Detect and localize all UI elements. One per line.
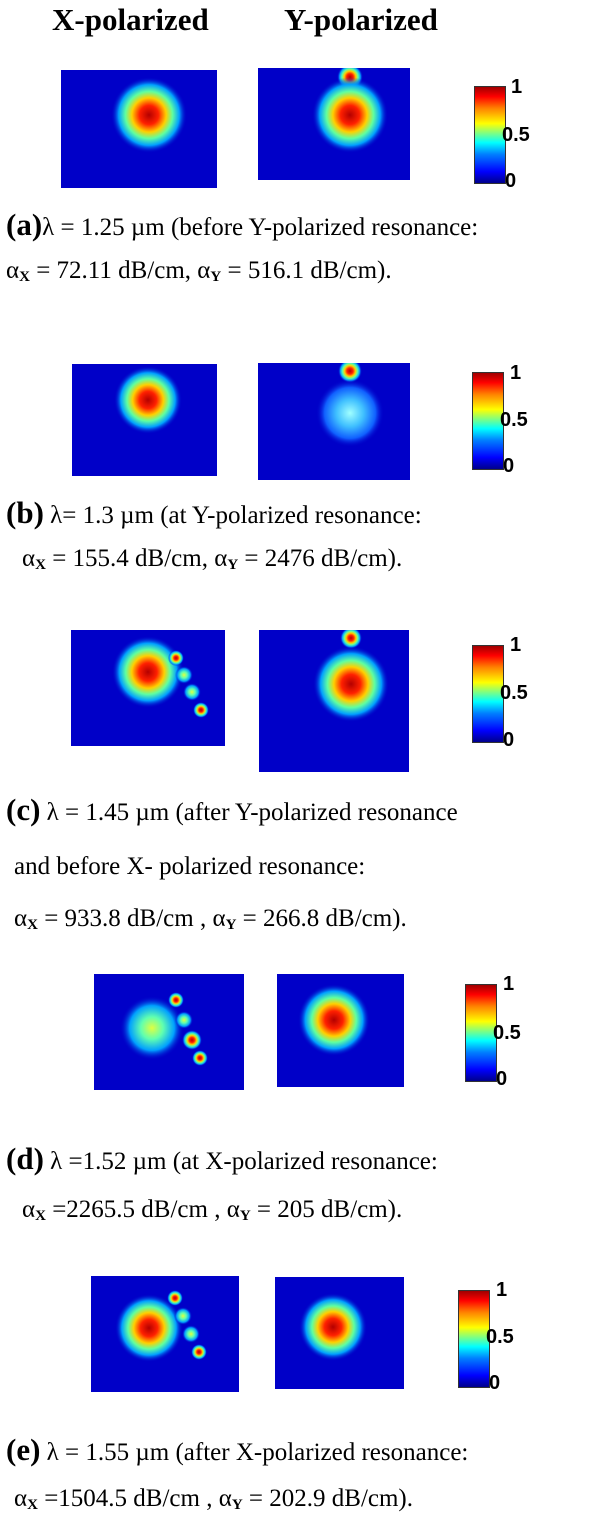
panel-e-colorbar	[458, 1290, 490, 1388]
panel-a-y-field	[258, 68, 410, 180]
panel-d-colorbar	[465, 984, 497, 1082]
caption-label: (a)	[6, 207, 43, 242]
colorbar-min: 0	[489, 1372, 501, 1394]
alpha-y-value: = 202.9 dB/cm).	[242, 1485, 414, 1512]
colorbar-mid: 0.5	[502, 124, 530, 146]
alpha-subscript: X	[19, 269, 30, 285]
alpha-symbol: α	[197, 257, 211, 284]
caption-text: λ= 1.3 µm (at Y-polarized resonance:	[43, 502, 422, 529]
panel-a-colorbar	[474, 86, 506, 184]
alpha-y-value: = 205 dB/cm).	[250, 1196, 403, 1223]
alpha-subscript: Y	[210, 269, 222, 285]
alpha-x-value: = 72.11 dB/cm,	[29, 257, 198, 284]
panel-b-y-field	[258, 363, 410, 480]
colorbar-max: 1	[510, 362, 522, 384]
caption-text: λ =1.52 µm (at X-polarized resonance:	[43, 1148, 438, 1175]
caption-text: λ = 1.55 µm (after X-polarized resonance…	[40, 1439, 469, 1466]
alpha-x-value: = 933.8 dB/cm ,	[37, 905, 213, 932]
alpha-symbol: α	[14, 905, 28, 932]
colorbar-min: 0	[505, 170, 517, 192]
colorbar-max: 1	[496, 1279, 508, 1301]
caption-b-line1: (b) λ= 1.3 µm (at Y-polarized resonance:	[6, 495, 422, 531]
panel-c-colorbar	[472, 645, 504, 743]
caption-c-line3: αX = 933.8 dB/cm , αY = 266.8 dB/cm).	[14, 905, 407, 934]
header-y-polarized: Y-polarized	[284, 2, 438, 37]
alpha-symbol: α	[212, 905, 226, 932]
alpha-subscript: X	[27, 917, 38, 933]
panel-d-y-field	[277, 974, 404, 1087]
alpha-subscript: Y	[239, 1208, 251, 1224]
alpha-x-value: =2265.5 dB/cm ,	[45, 1196, 227, 1223]
caption-d-line2: αX =2265.5 dB/cm , αY = 205 dB/cm).	[22, 1196, 402, 1225]
caption-e-line2: αX =1504.5 dB/cm , αY = 202.9 dB/cm).	[14, 1485, 413, 1514]
caption-a-line1: (a)λ = 1.25 µm (before Y-polarized reson…	[6, 207, 478, 243]
alpha-subscript: X	[35, 1208, 46, 1224]
panel-c-x-field	[71, 630, 225, 746]
caption-c-line2: and before X- polarized resonance:	[14, 853, 366, 880]
panel-b-x-field	[72, 364, 217, 476]
colorbar-mid: 0.5	[500, 409, 528, 431]
colorbar-min: 0	[503, 729, 515, 751]
alpha-symbol: α	[226, 1196, 240, 1223]
caption-a-line2: αX = 72.11 dB/cm, αY = 516.1 dB/cm).	[6, 257, 392, 286]
colorbar-mid: 0.5	[493, 1022, 521, 1044]
caption-c-line1: (c) λ = 1.45 µm (after Y-polarized reson…	[6, 792, 458, 828]
caption-e-line1: (e) λ = 1.55 µm (after X-polarized reson…	[6, 1432, 468, 1468]
panel-d-x-field	[94, 974, 244, 1090]
alpha-subscript: X	[35, 557, 46, 573]
alpha-x-value: = 155.4 dB/cm,	[45, 545, 215, 572]
alpha-symbol: α	[14, 1485, 28, 1512]
alpha-symbol: α	[214, 545, 228, 572]
caption-d-line1: (d) λ =1.52 µm (at X-polarized resonance…	[6, 1141, 438, 1177]
caption-label: (e)	[6, 1432, 41, 1467]
alpha-subscript: X	[27, 1497, 38, 1513]
alpha-y-value: = 266.8 dB/cm).	[236, 905, 407, 932]
panel-b-colorbar	[472, 372, 504, 470]
alpha-symbol: α	[218, 1485, 232, 1512]
caption-text: λ = 1.25 µm (before Y-polarized resonanc…	[42, 214, 479, 241]
alpha-symbol: α	[6, 257, 20, 284]
colorbar-max: 1	[510, 634, 522, 656]
panel-a-x-field	[61, 70, 217, 188]
alpha-y-value: = 516.1 dB/cm).	[221, 257, 392, 284]
caption-text: λ = 1.45 µm (after Y-polarized resonance	[40, 799, 458, 826]
header-x-polarized: X-polarized	[52, 2, 209, 37]
colorbar-min: 0	[503, 455, 515, 477]
panel-e-x-field	[91, 1276, 239, 1392]
panel-c-y-field	[259, 630, 409, 772]
colorbar-mid: 0.5	[500, 682, 528, 704]
alpha-x-value: =1504.5 dB/cm ,	[37, 1485, 219, 1512]
alpha-symbol: α	[22, 1196, 36, 1223]
colorbar-min: 0	[496, 1068, 508, 1090]
alpha-subscript: Y	[227, 557, 239, 573]
alpha-symbol: α	[22, 545, 36, 572]
caption-label: (b)	[6, 495, 44, 530]
caption-label: (d)	[6, 1141, 44, 1176]
colorbar-max: 1	[511, 76, 523, 98]
panel-e-y-field	[275, 1277, 404, 1389]
colorbar-mid: 0.5	[486, 1326, 514, 1348]
caption-b-line2: αX = 155.4 dB/cm, αY = 2476 dB/cm).	[22, 545, 402, 574]
colorbar-max: 1	[503, 973, 515, 995]
alpha-subscript: Y	[231, 1497, 243, 1513]
alpha-y-value: = 2476 dB/cm).	[238, 545, 403, 572]
alpha-subscript: Y	[225, 917, 237, 933]
caption-label: (c)	[6, 792, 41, 827]
